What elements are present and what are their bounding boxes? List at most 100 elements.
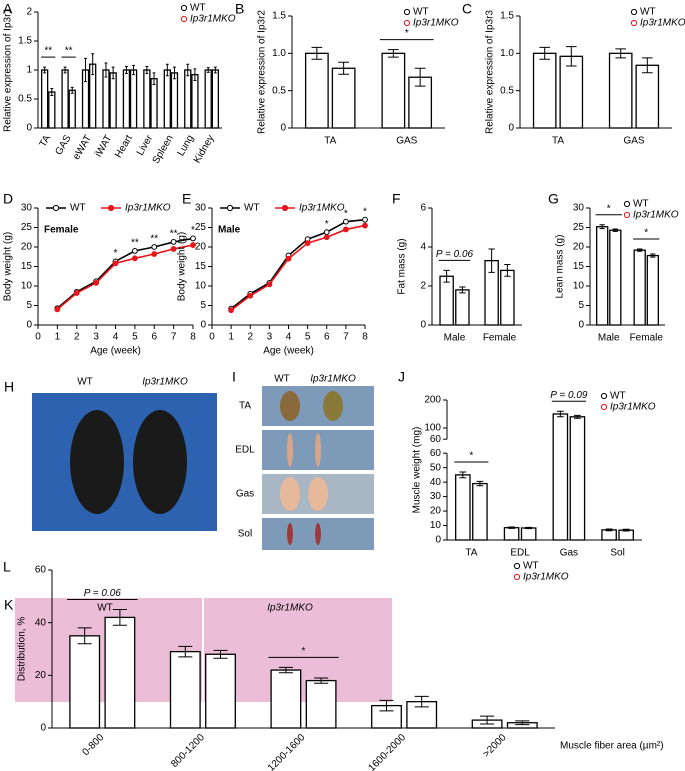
point [304, 240, 311, 247]
x-tick-label: 3 [93, 332, 99, 343]
bar [104, 616, 136, 729]
x-tick-label: Male [444, 333, 466, 344]
point [285, 255, 292, 262]
panel-label: H [4, 379, 14, 395]
bar [609, 229, 622, 326]
y-tick-label: 0.5 [272, 85, 286, 96]
caption: WT [77, 377, 93, 388]
legend-marker [623, 200, 631, 208]
panel-label: I [232, 369, 236, 385]
bar [569, 416, 586, 541]
x-tick-label: >2000 [481, 732, 509, 760]
muscle [308, 477, 328, 511]
note: Female [44, 225, 79, 236]
x-tick-label: 1 [55, 332, 61, 343]
y-tick-label: 50 [430, 462, 442, 473]
y-tick-label: 25 [21, 222, 33, 233]
mouse [70, 410, 124, 514]
x-tick-label: 2 [74, 332, 80, 343]
error-bar [650, 253, 656, 258]
panel-label: K [4, 597, 14, 613]
bar [608, 52, 633, 129]
muscle [287, 433, 293, 467]
muscle [323, 391, 343, 421]
y-tick-label: 2 [26, 7, 32, 18]
y-tick-label: 1 [26, 65, 32, 76]
significance-label: P = 0.06 [436, 249, 474, 260]
line [56, 244, 194, 311]
muscle [280, 391, 300, 421]
error-bar [476, 480, 484, 487]
point [190, 242, 196, 248]
panel-label: C [462, 1, 472, 17]
point [93, 279, 100, 286]
y-tick-label: 0 [26, 320, 32, 331]
error-bar [605, 528, 613, 532]
error-bar [104, 62, 108, 78]
bar [596, 226, 609, 326]
point [170, 239, 177, 245]
legend-label: Ip3r1MKO [640, 18, 685, 29]
caption: WT [97, 603, 113, 614]
point [247, 292, 254, 299]
bar [211, 69, 220, 129]
error-bar [84, 57, 87, 83]
error-bar [70, 86, 74, 94]
legend-label: Ip3r1MKO [610, 402, 656, 413]
error-bar [515, 720, 530, 726]
error-bar [539, 46, 551, 60]
point [266, 281, 273, 288]
significance-label: * [344, 208, 348, 219]
legend-marker [281, 204, 289, 212]
error-bar [414, 67, 426, 87]
legend-marker [600, 403, 608, 411]
significance-label: * [191, 225, 195, 236]
bar [122, 69, 131, 129]
error-bar [145, 66, 149, 74]
error-bar [459, 471, 467, 479]
x-tick-label: GAS [53, 133, 73, 157]
y-axis-label: Relative expression of Ip3r2 [257, 10, 268, 134]
bar [170, 72, 179, 129]
error-bar [91, 53, 95, 76]
panel-label: J [398, 369, 405, 385]
bar [472, 482, 488, 541]
x-axis-label: Age (week) [90, 346, 141, 357]
error-bar [63, 66, 67, 74]
y-tick-label: 15 [21, 261, 33, 272]
bar [520, 527, 537, 541]
photo [32, 393, 217, 531]
error-bar [565, 46, 577, 67]
legend-marker [623, 211, 631, 219]
row-label: EDL [235, 445, 255, 456]
legend-marker [513, 562, 521, 570]
legend-label: WT [244, 203, 260, 214]
x-tick-label: Liver [135, 133, 156, 158]
x-tick-label: 1200-1600 [266, 732, 308, 771]
caption: WT [274, 374, 290, 385]
muscle [315, 433, 321, 467]
significance-label: ** [150, 234, 158, 245]
y-tick-label: 60 [430, 448, 442, 459]
significance-label: ** [65, 46, 73, 57]
bar [69, 635, 101, 729]
legend-marker [180, 4, 188, 12]
bar [532, 52, 557, 129]
y-axis-label: Fat mass (g) [397, 238, 408, 294]
error-bar [50, 88, 54, 97]
x-tick-label: 0 [209, 332, 215, 343]
bar [270, 669, 302, 729]
y-axis-label: Body weight (g) [3, 232, 14, 301]
significance-label: * [469, 451, 473, 462]
line [230, 218, 366, 310]
legend-marker [600, 392, 608, 400]
x-tick-label: Lung [176, 133, 197, 158]
bar [109, 72, 117, 129]
y-tick-label: 2 [420, 281, 426, 292]
y-axis-label: Relative expression of Ip3r1 [3, 8, 14, 132]
error-bar [379, 699, 394, 712]
point [362, 222, 368, 229]
error-bar [338, 61, 349, 75]
panel-label: G [548, 191, 559, 207]
x-tick-label: 1600-2000 [366, 732, 408, 771]
